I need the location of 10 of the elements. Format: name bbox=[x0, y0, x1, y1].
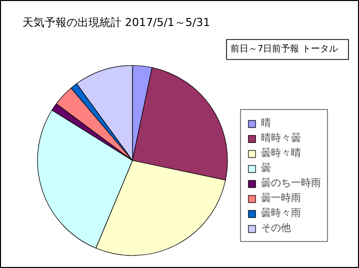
legend-label: 曇時々晴 bbox=[261, 146, 301, 160]
legend-label: 曇時々雨 bbox=[261, 206, 301, 220]
legend-label: 曇一時雨 bbox=[261, 192, 301, 205]
chart-title: 天気予報の出現統計 2017/5/1～5/31 bbox=[22, 16, 210, 29]
legend-label: 曇 bbox=[261, 162, 272, 175]
legend-label: その他 bbox=[261, 222, 291, 235]
chart-subtitle: 前日～7日前予報 トータル bbox=[230, 44, 338, 54]
legend-label: 曇のち一時雨 bbox=[261, 176, 321, 190]
legend-label: 晴時々曇 bbox=[261, 132, 301, 145]
legend-label: 晴 bbox=[261, 116, 272, 130]
